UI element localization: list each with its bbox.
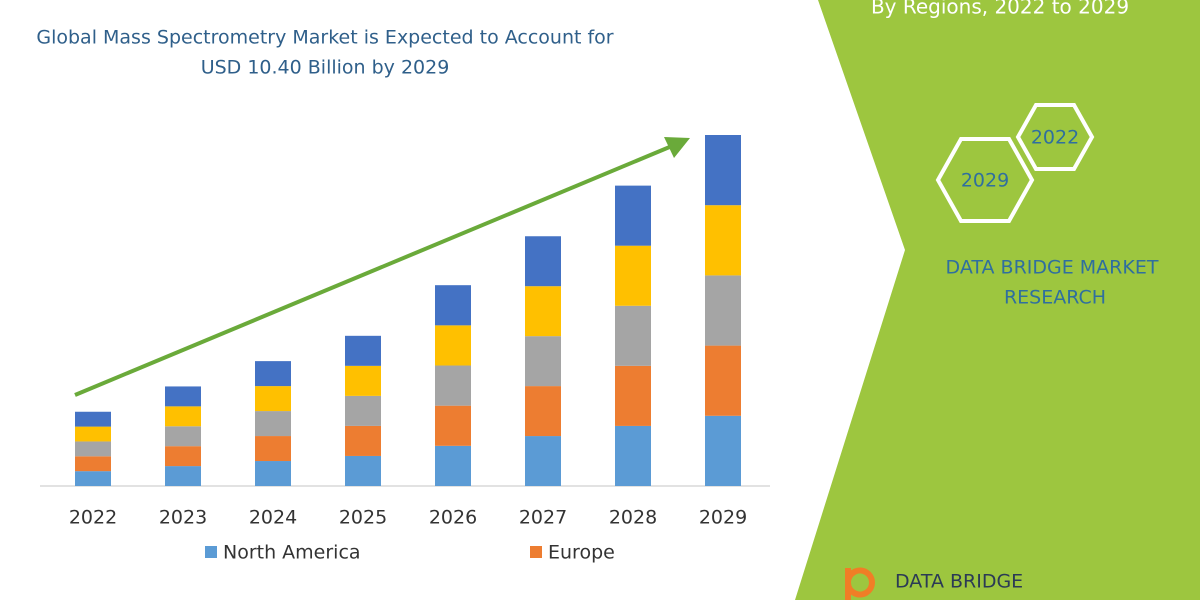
bar-segment bbox=[525, 286, 561, 337]
trend-arrow bbox=[74, 144, 673, 397]
bar-segment bbox=[75, 471, 111, 486]
x-tick-label: 2026 bbox=[429, 507, 477, 529]
x-tick-label: 2024 bbox=[249, 507, 297, 529]
bar-segment bbox=[75, 426, 111, 442]
bar-segment bbox=[75, 441, 111, 457]
hexagon bbox=[1015, 103, 1095, 171]
bar-segment bbox=[615, 365, 651, 426]
legend-label: Europe bbox=[548, 542, 615, 564]
bar-segment bbox=[165, 406, 201, 427]
bar-segment bbox=[705, 135, 741, 206]
legend-swatch bbox=[530, 546, 542, 558]
chart-title: USD 10.40 Billion by 2029 bbox=[201, 57, 450, 79]
bar-segment bbox=[705, 415, 741, 486]
bar-segment bbox=[255, 361, 291, 387]
bar-segment bbox=[525, 236, 561, 287]
bar-segment bbox=[165, 466, 201, 486]
bar-segment bbox=[525, 386, 561, 437]
bar-segment bbox=[345, 425, 381, 456]
bar-segment bbox=[435, 445, 471, 486]
x-tick-label: 2027 bbox=[519, 507, 567, 529]
x-tick-label: 2029 bbox=[699, 507, 747, 529]
trend-arrowhead bbox=[664, 137, 690, 158]
bar-segment bbox=[165, 386, 201, 407]
bar-segment bbox=[75, 411, 111, 427]
bar-segment bbox=[705, 275, 741, 346]
bar-segment bbox=[255, 411, 291, 437]
bar-segment bbox=[705, 205, 741, 276]
bar-segment bbox=[435, 285, 471, 326]
legend-label: North America bbox=[223, 542, 361, 564]
bar-segment bbox=[75, 456, 111, 472]
x-tick-label: 2025 bbox=[339, 507, 387, 529]
bar-segment bbox=[345, 455, 381, 486]
bar-segment bbox=[705, 345, 741, 416]
hexagon bbox=[935, 137, 1035, 223]
bar-segment bbox=[255, 461, 291, 486]
bar-segment bbox=[345, 395, 381, 426]
x-tick-label: 2022 bbox=[69, 507, 117, 529]
bar-segment bbox=[435, 405, 471, 446]
bar-segment bbox=[255, 386, 291, 412]
bar-segment bbox=[165, 426, 201, 447]
bar-segment bbox=[345, 365, 381, 396]
side-panel-background bbox=[795, 0, 1200, 600]
logo-icon bbox=[845, 567, 875, 600]
bar-segment bbox=[615, 425, 651, 486]
bar-segment bbox=[435, 365, 471, 406]
bar-segment bbox=[615, 185, 651, 246]
bar-segment bbox=[435, 325, 471, 366]
logo-text: DATA BRIDGE bbox=[895, 571, 1023, 593]
company-name: RESEARCH bbox=[1004, 287, 1106, 309]
x-tick-label: 2023 bbox=[159, 507, 207, 529]
legend-swatch bbox=[205, 546, 217, 558]
bar-segment bbox=[525, 336, 561, 387]
chart-title: Global Mass Spectrometry Market is Expec… bbox=[36, 27, 613, 49]
bar-segment bbox=[525, 436, 561, 486]
side-heading: By Regions, 2022 to 2029 bbox=[871, 0, 1129, 19]
bar-segment bbox=[345, 335, 381, 366]
bar-segment bbox=[165, 446, 201, 467]
company-name: DATA BRIDGE MARKET bbox=[946, 257, 1159, 279]
x-tick-label: 2028 bbox=[609, 507, 657, 529]
bar-segment bbox=[255, 436, 291, 462]
hexagon-label: 2022 bbox=[1031, 127, 1079, 149]
bar-segment bbox=[615, 305, 651, 366]
hexagon-label: 2029 bbox=[961, 170, 1009, 192]
bar-segment bbox=[615, 245, 651, 306]
